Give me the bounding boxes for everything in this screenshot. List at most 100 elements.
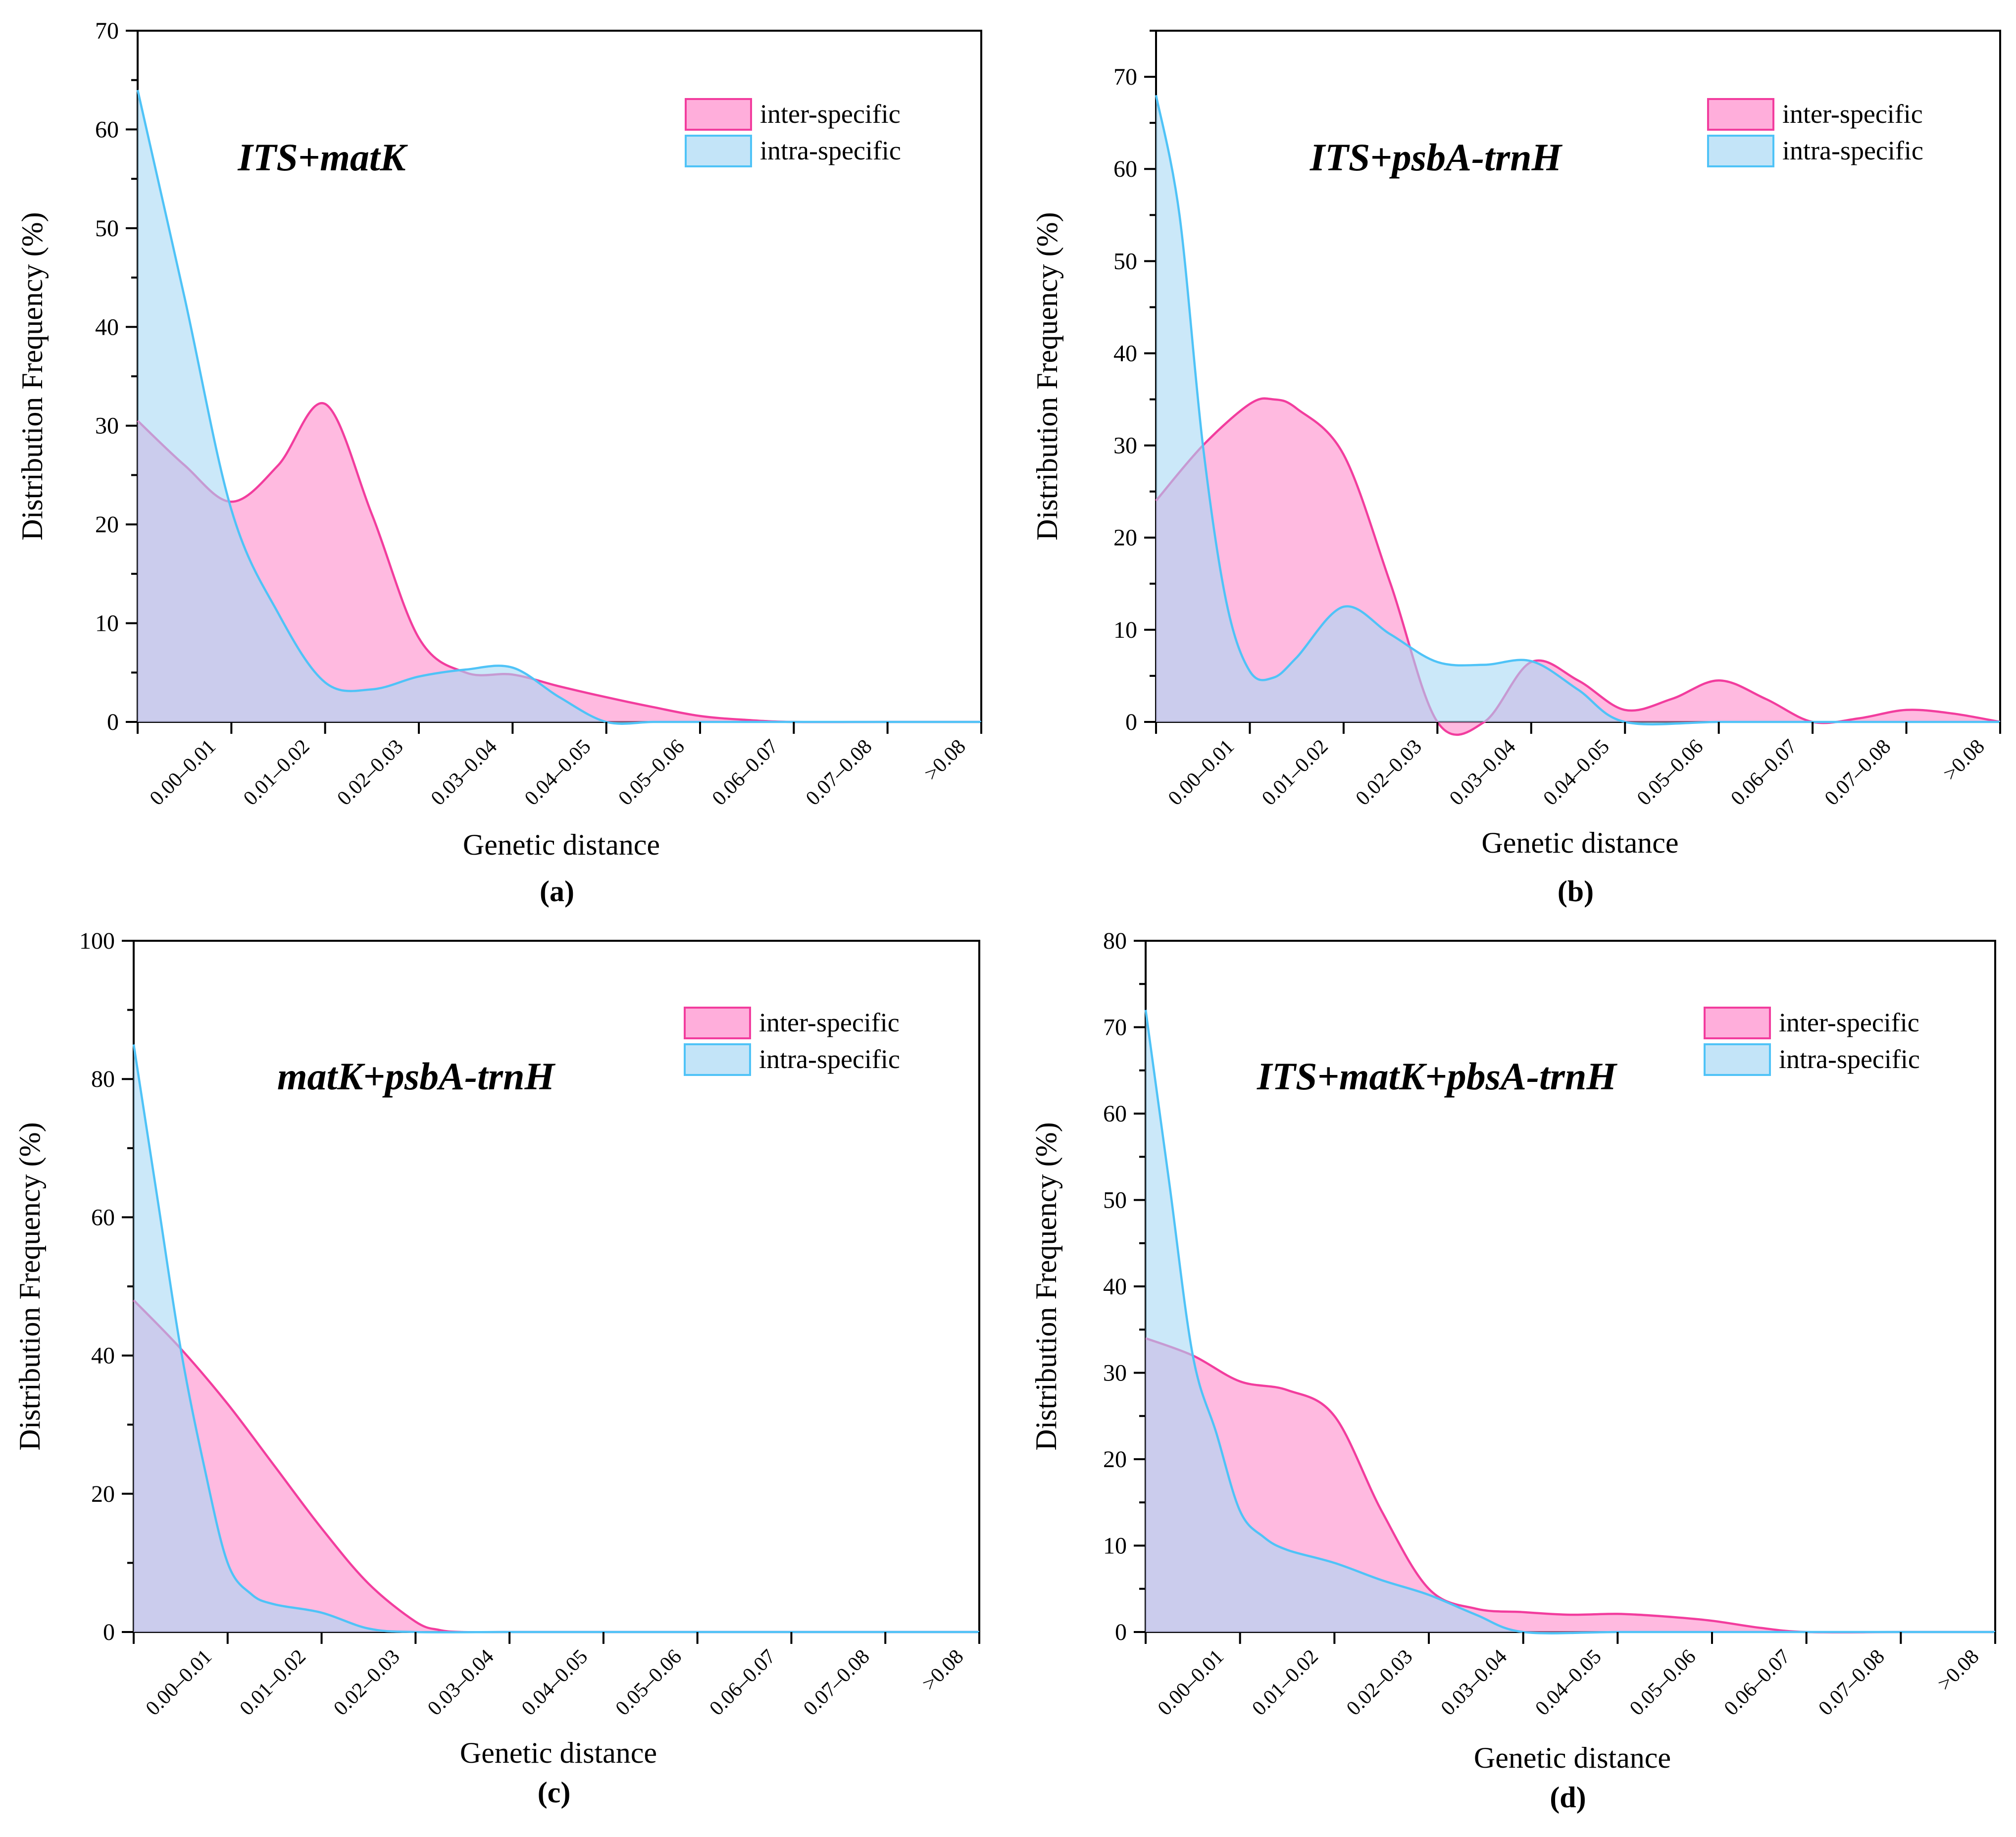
x-tick-label: 0.07–0.08 [799,1645,874,1720]
panel-d: 0 10 20 30 40 50 60 70 80 0.00–0.01 0.01–0.02 0.02–… [1030,928,1996,1814]
x-tick-label: 0.02–0.03 [1352,735,1426,810]
y-tick-label: 10 [1113,617,1137,643]
series-area-intra [1156,95,2000,724]
y-tick-label: 10 [1103,1533,1127,1559]
x-axis-title: Genetic distance [1474,1741,1671,1774]
series-area-inter [138,403,981,722]
series-line-intra [132,1044,979,1633]
legend-label-inter: inter-specific [759,1008,900,1037]
y-tick-label: 40 [1103,1274,1127,1300]
series-area-inter [1146,1338,1995,1633]
y-axis-title: Distribution Frequency (%) [16,212,49,540]
x-tick-label: 0.05–0.06 [1633,735,1708,810]
x-tick-label: 0.01–0.02 [239,735,314,810]
y-tick-label: 40 [1113,340,1137,366]
chart-title: ITS+matK [237,136,408,179]
panel-label: (a) [540,875,574,908]
panel-c: 0 20 40 60 80 100 0.00–0.01 0.01–0.02 0.02–0.03 0… [13,928,980,1809]
y-tick-label: 0 [107,709,119,735]
y-tick-label: 50 [95,215,119,242]
legend-swatch-inter [685,98,752,131]
legend-swatch-inter [1704,1007,1771,1039]
y-tick-label: 70 [1113,64,1137,90]
y-tick-label: 50 [1103,1187,1127,1214]
legend-label-intra: intra-specific [1779,1044,1920,1074]
y-axis-title: Distribution Frequency (%) [13,1122,46,1450]
y-tick-label: 70 [95,18,119,44]
x-tick-label: 0.07–0.08 [1820,735,1895,810]
series-area-intra [1146,1010,1995,1633]
legend-label-inter: inter-specific [1782,99,1923,129]
x-tick-label: 0.05–0.06 [614,735,689,810]
y-tick-label: 30 [1103,1360,1127,1386]
x-tick-label: 0.06–0.07 [708,735,783,810]
x-tick-label: 0.00–0.01 [1164,735,1239,810]
x-tick-label: 0.06–0.07 [1720,1645,1795,1720]
y-tick-label: 60 [91,1204,115,1230]
x-tick-label: 0.02–0.03 [329,1645,404,1720]
x-tick-label: 0.04–0.05 [1539,735,1614,810]
y-tick-label: 60 [95,116,119,143]
x-tick-label: 0.01–0.02 [236,1645,310,1720]
series-area-intra [138,90,981,724]
legend-swatch-intra [684,1043,751,1076]
legend-label-intra: intra-specific [760,136,901,165]
y-tick-label: 60 [1113,156,1137,182]
series-line-intra [1155,95,2000,726]
legend-label-inter: inter-specific [1779,1008,1919,1037]
x-tick-label: >0.08 [920,735,970,785]
panel-label: (d) [1550,1781,1586,1814]
y-tick-label: 60 [1103,1101,1127,1127]
x-tick-label: 0.02–0.03 [333,735,407,810]
y-tick-label: 20 [1113,525,1137,551]
y-tick-label: 100 [79,928,115,954]
x-axis-title: Genetic distance [463,828,660,861]
y-tick-label: 0 [1125,709,1137,735]
legend-label-intra: intra-specific [1782,136,1923,165]
y-tick-label: 50 [1113,248,1137,274]
x-tick-label: 0.01–0.02 [1248,1645,1322,1720]
x-tick-label: 0.03–0.04 [423,1645,498,1720]
y-tick-label: 80 [1103,928,1127,954]
series-line-intra [136,90,981,725]
y-tick-label: 70 [1103,1015,1127,1041]
x-tick-label: 0.00–0.01 [142,1645,216,1720]
y-tick-label: 20 [95,511,119,538]
legend-swatch-intra [1704,1043,1771,1076]
x-tick-label: 0.06–0.07 [705,1645,780,1720]
y-tick-label: 40 [91,1343,115,1369]
legend-swatch-inter [1707,98,1774,131]
y-tick-label: 30 [95,413,119,439]
legend-label-intra: intra-specific [759,1044,900,1074]
y-tick-label: 80 [91,1066,115,1092]
x-tick-label: >0.08 [1939,735,1989,785]
x-tick-label: 0.00–0.01 [1154,1645,1228,1720]
x-tick-label: >0.08 [918,1645,968,1695]
series-area-intra [134,1044,979,1633]
x-tick-label: >0.08 [1933,1645,1983,1695]
x-tick-label: 0.00–0.01 [146,735,220,810]
y-tick-label: 20 [1103,1446,1127,1473]
chart-title: matK+psbA-trnH [277,1055,556,1098]
series-area-inter [134,1300,979,1633]
x-tick-label: 0.05–0.06 [1625,1645,1700,1720]
y-axis-title: Distribution Frequency (%) [1031,212,1063,540]
x-axis-title: Genetic distance [460,1736,657,1769]
y-tick-label: 10 [95,611,119,637]
panel-a: 0 10 20 30 40 50 60 70 0.00–0.01 0.01–0.02 0.02–0.… [16,18,982,908]
x-tick-label: 0.05–0.06 [611,1645,686,1720]
x-tick-label: 0.07–0.08 [1814,1645,1889,1720]
legend-swatch-intra [685,135,752,167]
x-tick-label: 0.03–0.04 [1437,1645,1512,1720]
x-tick-label: 0.03–0.04 [427,735,502,810]
panel-b: 0 10 20 30 40 50 60 70 0.00–0.01 0.01–0.02 0.02–0.… [1031,30,2001,908]
chart-title: ITS+matK+pbsA-trnH [1257,1055,1617,1098]
y-tick-label: 0 [1115,1619,1127,1645]
legend-label-inter: inter-specific [760,99,901,129]
x-tick-label: 0.04–0.05 [520,735,595,810]
x-tick-label: 0.01–0.02 [1258,735,1332,810]
legend-swatch-intra [1707,135,1774,167]
y-tick-label: 0 [103,1619,115,1645]
series-line-intra [1144,1010,1995,1634]
